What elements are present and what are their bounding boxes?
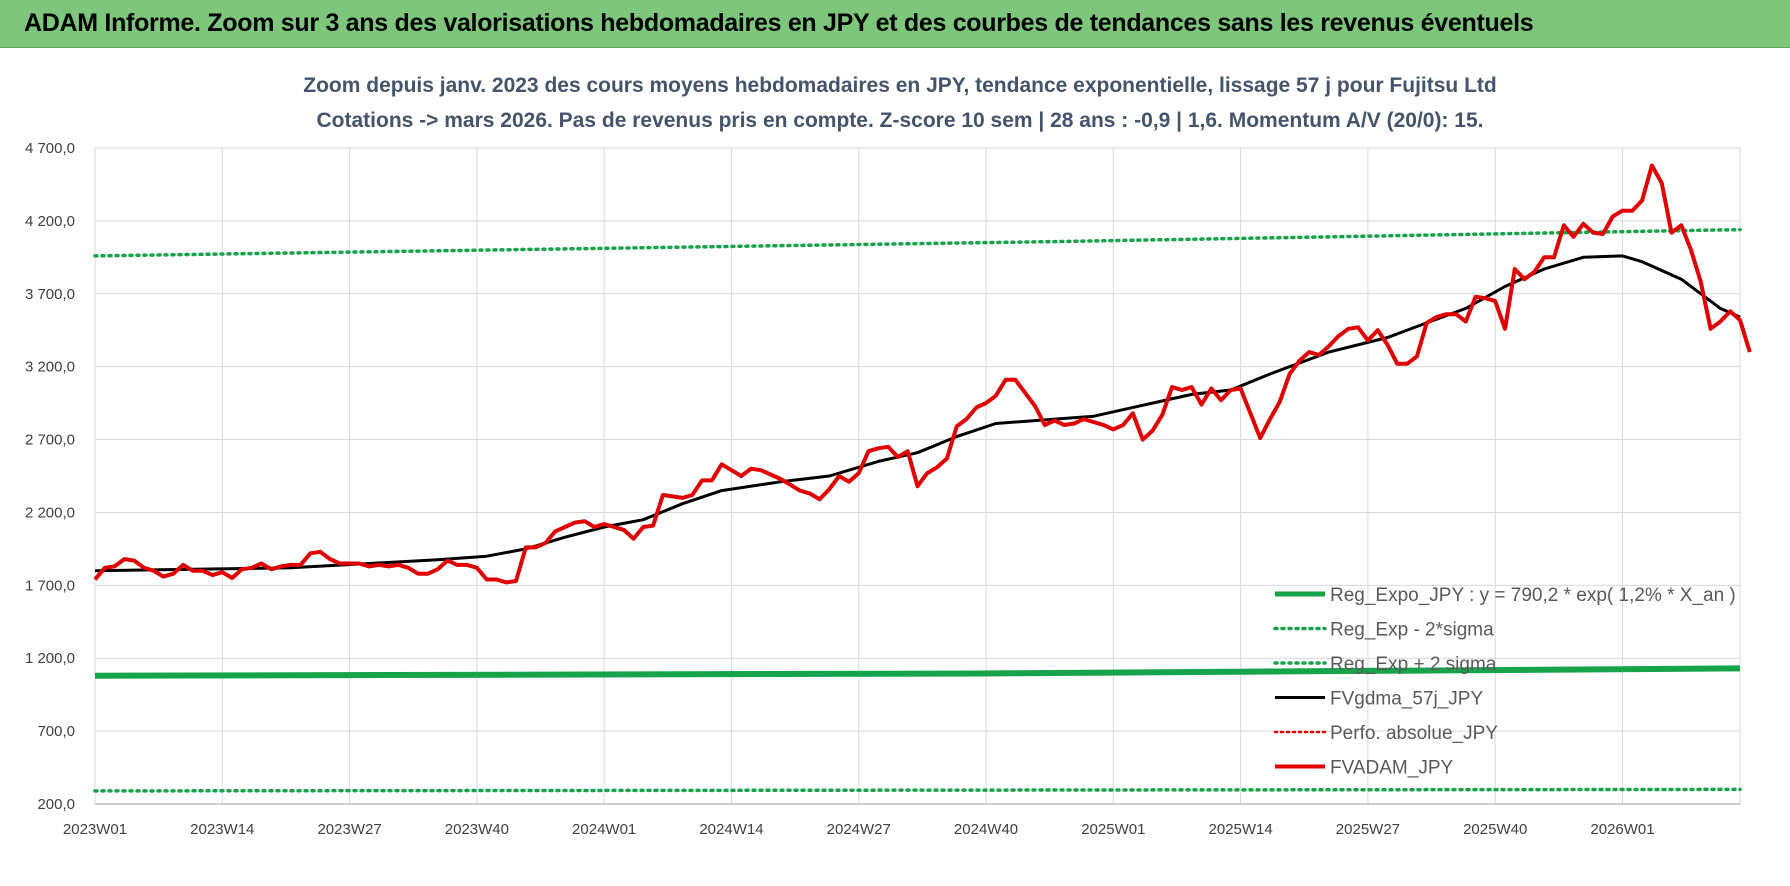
line-chart: 200,0 700,0 1 200,0 1 700,0 2 200,0 2 700,0 3 … [0,48,1790,886]
y-tick-label: 2 200,0 [25,504,75,521]
y-tick-label: 700,0 [37,723,75,740]
x-tick-label: 2023W27 [317,821,381,838]
report-banner: ADAM Informe. Zoom sur 3 ans des valoris… [0,0,1790,48]
x-tick-label: 2023W14 [190,821,254,838]
series [93,163,1752,793]
x-tick-label: 2024W01 [572,821,636,838]
y-tick-label: 1 700,0 [25,577,75,594]
chart-background [0,48,1790,886]
legend-label: Reg_Exp - 2*sigma [1330,620,1494,641]
y-tick-label: 200,0 [37,796,75,813]
x-tick-label: 2024W27 [827,821,891,838]
series-line-0 [94,665,1741,679]
legend-label: FVADAM_JPY [1330,758,1454,779]
report-title: ADAM Informe. Zoom sur 3 ans des valoris… [24,9,1534,37]
y-tick-label: 4 700,0 [25,140,75,157]
series-line-2 [93,227,1742,258]
axis-labels: 200,0 700,0 1 200,0 1 700,0 2 200,0 2 700,0 3 … [25,140,1655,838]
legend: Reg_Expo_JPY : y = 790,2 * exp( 1,2% * X… [1273,585,1736,779]
y-tick-label: 3 700,0 [25,286,75,303]
series-line-5 [93,163,1752,585]
chart-title-line-1: Zoom depuis janv. 2023 des cours moyens … [303,74,1496,97]
legend-label: Reg_Expo_JPY : y = 790,2 * exp( 1,2% * X… [1330,585,1736,606]
x-tick-label: 2025W14 [1209,821,1273,838]
x-tick-label: 2025W01 [1081,821,1145,838]
x-tick-label: 2025W27 [1336,821,1400,838]
legend-label: Reg_Exp + 2 sigma [1330,654,1497,675]
series-line-3 [94,254,1741,573]
x-tick-label: 2023W01 [63,821,127,838]
chart-title-line-2: Cotations -> mars 2026. Pas de revenus p… [317,109,1484,132]
series-line-1 [93,787,1742,793]
legend-label: FVgdma_57j_JPY [1330,689,1483,710]
x-tick-label: 2026W01 [1590,821,1654,838]
y-tick-label: 4 200,0 [25,213,75,230]
x-tick-label: 2025W40 [1463,821,1527,838]
x-tick-label: 2023W40 [445,821,509,838]
legend-label: Perfo. absolue_JPY [1330,723,1498,744]
y-tick-label: 1 200,0 [25,650,75,667]
y-tick-label: 2 700,0 [25,432,75,449]
grid [94,147,1741,805]
y-tick-label: 3 200,0 [25,359,75,376]
x-tick-label: 2024W14 [699,821,763,838]
x-tick-label: 2024W40 [954,821,1018,838]
